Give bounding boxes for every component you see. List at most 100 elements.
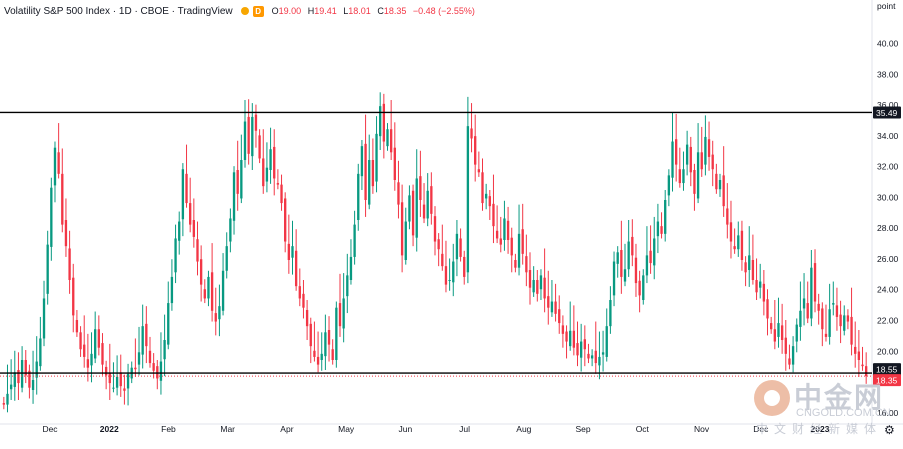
candle-body	[729, 222, 733, 242]
candle-body	[795, 324, 798, 342]
candle-body	[86, 359, 90, 368]
candle-body	[569, 330, 572, 347]
candle-body	[368, 160, 371, 205]
ohlc-readout: O19.00 H19.41 L18.01 C18.35 −0.48 (−2.55…	[272, 6, 479, 16]
candle-body	[532, 280, 535, 293]
y-tick-label: 36.00	[877, 100, 899, 110]
candle-body	[338, 303, 342, 327]
candle-body	[192, 220, 196, 237]
candle-body	[828, 309, 831, 337]
candle-body	[514, 260, 517, 268]
candle-body	[305, 310, 309, 327]
x-tick-label: Nov	[694, 424, 710, 434]
candle-body	[444, 266, 448, 285]
candle-body	[214, 313, 217, 322]
candle-body	[737, 235, 740, 250]
close-label: C	[377, 6, 384, 16]
x-tick-label: Apr	[280, 424, 293, 434]
candle-body	[422, 204, 426, 219]
candle-body	[232, 172, 236, 221]
data-badge: D	[252, 5, 264, 17]
candle-body	[433, 216, 437, 242]
price-tag-bg	[873, 374, 901, 387]
candle-body	[134, 367, 137, 370]
y-tick-label: 32.00	[877, 162, 899, 172]
candle-body	[408, 195, 411, 222]
y-tick-label: 16.00	[877, 408, 899, 418]
candle-body	[382, 103, 386, 142]
candle-body	[203, 289, 206, 299]
candle-body	[72, 277, 75, 316]
settings-gear-icon[interactable]: ⚙	[884, 423, 895, 437]
candle-body	[426, 190, 429, 219]
candle-body	[75, 320, 79, 333]
candle-body	[609, 300, 612, 327]
candle-body	[850, 316, 853, 345]
candle-body	[360, 146, 364, 177]
candle-body	[397, 182, 400, 205]
candle-body	[536, 280, 539, 294]
candle-body	[806, 303, 809, 319]
candle-body	[236, 170, 239, 194]
candle-body	[221, 270, 225, 311]
candle-body	[601, 352, 605, 355]
candle-body	[419, 176, 422, 200]
candle-body	[616, 252, 619, 264]
candle-body	[547, 296, 550, 308]
candle-body	[174, 238, 177, 273]
candle-body	[349, 256, 353, 280]
candle-body	[53, 147, 57, 186]
candle-body	[558, 309, 561, 324]
candle-body	[627, 241, 630, 270]
candle-body	[24, 360, 27, 376]
candle-body	[554, 301, 557, 314]
candle-body	[284, 198, 287, 242]
candle-body	[262, 158, 265, 187]
candle-body	[13, 372, 16, 387]
y-tick-label: 30.00	[877, 192, 899, 202]
candle-body	[561, 325, 565, 334]
candle-body	[835, 305, 839, 317]
candle-body	[178, 221, 181, 241]
candle-body	[528, 270, 532, 288]
x-tick-label: Aug	[516, 424, 531, 434]
candle-body	[674, 139, 678, 165]
price-tag-label: 18.35	[876, 376, 898, 386]
candle-body	[715, 173, 718, 190]
candle-body	[243, 121, 247, 160]
candle-body	[189, 203, 192, 225]
candle-body	[94, 329, 97, 359]
candle-body	[364, 143, 367, 200]
candle-body	[517, 233, 521, 268]
candle-body	[302, 293, 305, 308]
candle-body	[294, 250, 298, 287]
x-tick-label: May	[338, 424, 355, 434]
candle-body	[148, 350, 152, 364]
candle-body	[167, 303, 170, 345]
candle-body	[218, 306, 221, 320]
candle-body	[495, 230, 499, 239]
candle-body	[20, 360, 24, 388]
candle-body	[386, 129, 389, 147]
price-tag-bg	[873, 106, 901, 119]
candle-body	[484, 193, 488, 199]
watermark-tagline: 中文财经新媒体	[756, 422, 883, 436]
candle-body	[620, 250, 623, 277]
candle-body	[342, 298, 345, 329]
candle-body	[240, 160, 243, 199]
candle-body	[799, 310, 802, 327]
candle-body	[590, 355, 594, 359]
candle-body	[817, 303, 820, 311]
candle-body	[68, 248, 71, 280]
candle-body	[722, 175, 725, 207]
candle-body	[693, 170, 696, 194]
candle-body	[404, 221, 407, 260]
candle-body	[393, 147, 396, 180]
symbol-title[interactable]: Volatility S&P 500 Index · 1D · CBOE · T…	[4, 5, 233, 17]
candle-body	[280, 184, 283, 204]
low-label: L	[343, 6, 349, 16]
candle-body	[185, 173, 188, 204]
high-label: H	[307, 6, 315, 16]
